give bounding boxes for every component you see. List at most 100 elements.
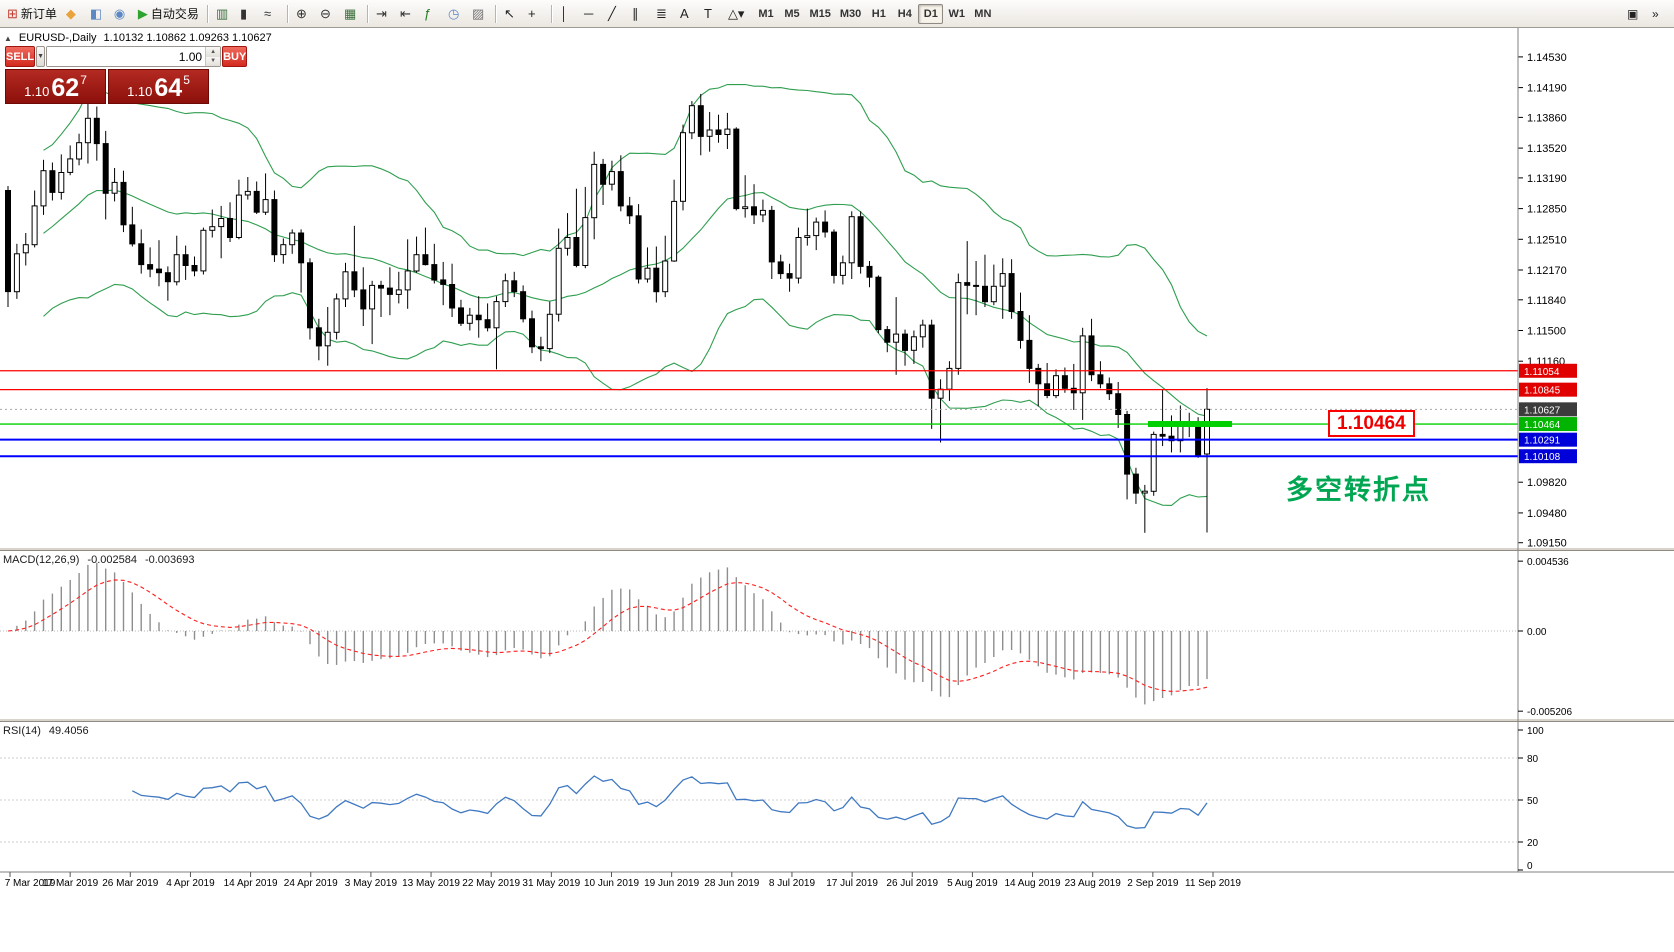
timeframe-h1-button[interactable]: H1 xyxy=(866,4,891,24)
candle-body xyxy=(333,298,340,333)
candle-body xyxy=(1079,335,1086,394)
volume-spinner: ▲ ▼ xyxy=(205,47,221,66)
candle-body xyxy=(902,333,908,351)
timeframe-d1-button[interactable]: D1 xyxy=(918,3,944,24)
sell-button[interactable]: SELL xyxy=(5,46,36,67)
candle-body xyxy=(529,318,535,348)
candle-body xyxy=(626,205,633,217)
date-axis-label: 31 May 2019 xyxy=(522,878,580,889)
timeframe-m1-button[interactable]: M1 xyxy=(753,4,778,24)
candle-body xyxy=(58,172,65,193)
candle-body xyxy=(857,216,864,267)
candle-body xyxy=(351,271,358,291)
buy-price-display[interactable]: 1.10 64 5 xyxy=(108,69,209,104)
timeframe-mn-button[interactable]: MN xyxy=(970,4,995,24)
fibonacci-button[interactable]: ≣ xyxy=(652,3,675,25)
zoom-out-button[interactable]: ⊖ xyxy=(316,3,339,25)
candle-body xyxy=(93,117,100,145)
navigator-button[interactable]: ◉ xyxy=(110,3,133,25)
price-tag-label: 1.10108 xyxy=(1524,452,1561,463)
candle-body xyxy=(218,218,225,228)
cursor-button[interactable]: ↖ xyxy=(500,3,523,25)
candle-body xyxy=(795,237,802,279)
candle-body xyxy=(546,313,553,350)
timeframe-m15-button[interactable]: M15 xyxy=(805,4,834,24)
horizontal-line-button[interactable]: ─ xyxy=(580,3,603,25)
periods-button[interactable]: ◷ xyxy=(444,3,467,25)
candle-body xyxy=(307,262,313,329)
candle-body xyxy=(458,307,464,324)
candle-body xyxy=(138,243,145,266)
candle-body xyxy=(1106,383,1113,395)
vertical-line-button[interactable]: │ xyxy=(556,3,579,25)
timeframe-m30-button[interactable]: M30 xyxy=(836,4,865,24)
zoom-in-button[interactable]: ⊕ xyxy=(292,3,315,25)
candle-body xyxy=(742,206,749,210)
label-button[interactable]: T xyxy=(700,3,723,25)
data-window-button[interactable]: ◧ xyxy=(86,3,109,25)
autotrading-icon: ▶ xyxy=(137,6,148,21)
panel-splitter[interactable] xyxy=(0,547,1674,551)
toolbar-separator xyxy=(494,4,496,23)
date-axis-label: 26 Jul 2019 xyxy=(886,878,938,889)
templates-icon: ▦ xyxy=(343,6,357,21)
horizontal-line-icon: ─ xyxy=(583,6,594,21)
candle-body xyxy=(253,190,260,213)
auto-scroll-button[interactable]: ⇥ xyxy=(372,3,395,25)
rsi-indicator-label: RSI(14) 49.4056 xyxy=(3,725,89,737)
candle-body xyxy=(1070,387,1077,394)
templates-button[interactable]: ▦ xyxy=(340,3,363,25)
candle-body xyxy=(982,285,988,303)
candle-body xyxy=(955,282,962,369)
candle-body xyxy=(1061,375,1068,389)
candle-body xyxy=(884,329,891,343)
candle-body xyxy=(1132,473,1139,494)
text-button[interactable]: A xyxy=(676,3,699,25)
candle-body xyxy=(591,163,598,219)
order-type-dropdown[interactable]: ▼ xyxy=(36,46,46,67)
bar-chart-button[interactable]: ▥ xyxy=(212,3,235,25)
timeframe-m5-button[interactable]: M5 xyxy=(779,4,804,24)
toolbar-customize-button[interactable]: » xyxy=(1648,3,1671,25)
candle-body xyxy=(298,232,305,264)
data-window-icon: ◧ xyxy=(89,6,103,21)
bollinger-middle-band xyxy=(43,189,1208,417)
candle-body xyxy=(520,291,527,320)
volume-input[interactable] xyxy=(47,47,206,66)
volume-decrease-button[interactable]: ▼ xyxy=(206,56,221,66)
price-axis-label: 1.13520 xyxy=(1527,143,1567,155)
autotrading-button[interactable]: ▶ 自动交易 xyxy=(134,3,203,25)
macd-axis-label: 0.004536 xyxy=(1527,557,1569,568)
panel-splitter[interactable] xyxy=(0,718,1674,722)
chart-shift-button[interactable]: ⇤ xyxy=(396,3,419,25)
timeframe-h4-button[interactable]: H4 xyxy=(892,4,917,24)
candlestick-chart-button[interactable]: ▮ xyxy=(236,3,259,25)
date-axis-label: 11 Sep 2019 xyxy=(1185,878,1241,889)
timeframe-w1-button[interactable]: W1 xyxy=(944,4,969,24)
candle-body xyxy=(813,221,820,237)
candle-body xyxy=(342,271,349,300)
line-chart-icon: ≈ xyxy=(263,6,272,21)
candle-body xyxy=(413,254,420,272)
trendline-button[interactable]: ╱ xyxy=(604,3,627,25)
market-watch-button[interactable]: ◆ xyxy=(62,3,85,25)
line-chart-button[interactable]: ≈ xyxy=(260,3,283,25)
volume-increase-button[interactable]: ▲ xyxy=(206,47,221,57)
buy-button[interactable]: BUY xyxy=(222,46,248,67)
sell-price-display[interactable]: 1.10 62 7 xyxy=(5,69,106,104)
fibonacci-icon: ≣ xyxy=(655,6,667,21)
date-axis-label: 28 Jun 2019 xyxy=(704,878,759,889)
rsi-axis-label: 50 xyxy=(1527,796,1539,807)
candle-body xyxy=(617,171,624,207)
shapes-dropdown-button[interactable]: △▾ xyxy=(724,3,749,25)
candle-body xyxy=(893,333,900,343)
window-arrange-button[interactable]: ▣ xyxy=(1623,3,1646,25)
candle-body xyxy=(839,262,846,276)
indicators-button[interactable]: ƒ xyxy=(420,3,443,25)
chart-canvas[interactable]: 1.14530 1.14190 1.13860 1.13520 1.13190 1.128… xyxy=(0,28,1674,952)
channel-button[interactable]: ∥ xyxy=(628,3,651,25)
one-click-collapse-icon[interactable]: ▲ xyxy=(4,33,12,43)
new-order-button[interactable]: ⊞ 新订单 xyxy=(3,3,61,25)
template-apply-button[interactable]: ▨ xyxy=(468,3,491,25)
crosshair-button[interactable]: + xyxy=(524,3,547,25)
